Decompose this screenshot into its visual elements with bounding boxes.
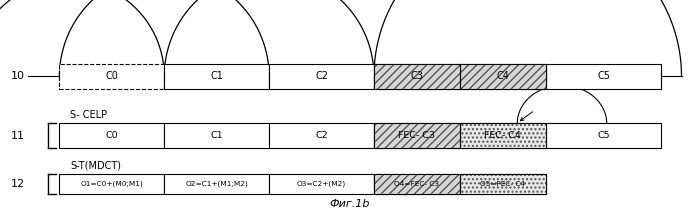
Bar [460, 64, 546, 89]
Bar [374, 64, 460, 89]
Bar [164, 123, 269, 148]
Bar [374, 123, 460, 148]
Bar [460, 174, 546, 194]
Bar [374, 64, 460, 89]
Bar [374, 123, 460, 148]
Text: O4=FEC- C3: O4=FEC- C3 [394, 181, 440, 187]
Bar [59, 64, 164, 89]
Bar [460, 64, 546, 89]
Text: FEC- C4: FEC- C4 [484, 131, 521, 140]
Text: O1=C0+(M0;M1): O1=C0+(M0;M1) [80, 181, 143, 187]
Bar [546, 123, 661, 148]
Bar [269, 174, 374, 194]
Text: C1: C1 [210, 131, 223, 140]
Text: C0: C0 [106, 131, 118, 140]
Text: C3: C3 [410, 72, 424, 81]
Text: S- CELP: S- CELP [70, 110, 107, 120]
Bar [374, 123, 460, 148]
Text: C1: C1 [210, 72, 223, 81]
Bar [460, 174, 546, 194]
Bar [460, 123, 546, 148]
Bar [269, 123, 374, 148]
Bar [460, 123, 546, 148]
Text: S-T(MDCT): S-T(MDCT) [70, 161, 121, 171]
Text: C0: C0 [106, 72, 118, 81]
Text: C2: C2 [315, 72, 328, 81]
Text: C5: C5 [597, 131, 610, 140]
Bar [374, 174, 460, 194]
Bar [59, 174, 164, 194]
Text: O2=C1+(M1;M2): O2=C1+(M1;M2) [185, 181, 248, 187]
Bar [460, 64, 546, 89]
Bar [374, 174, 460, 194]
Text: C4: C4 [496, 72, 510, 81]
Text: 12: 12 [10, 179, 24, 189]
Text: O3=C2+(M2): O3=C2+(M2) [297, 181, 346, 187]
Bar [164, 174, 269, 194]
Bar [374, 174, 460, 194]
Text: C2: C2 [315, 131, 328, 140]
Bar [269, 64, 374, 89]
Text: Фиг.1b: Фиг.1b [329, 199, 370, 209]
Bar [164, 64, 269, 89]
Text: C5: C5 [597, 72, 610, 81]
Bar [460, 123, 546, 148]
Bar [460, 174, 546, 194]
Bar [59, 123, 164, 148]
Bar [374, 64, 460, 89]
Text: 10: 10 [10, 72, 24, 81]
Text: FEC- C3: FEC- C3 [398, 131, 435, 140]
Bar [546, 64, 661, 89]
Text: O5=FEC- C4: O5=FEC- C4 [480, 181, 526, 187]
Text: 11: 11 [10, 131, 24, 141]
